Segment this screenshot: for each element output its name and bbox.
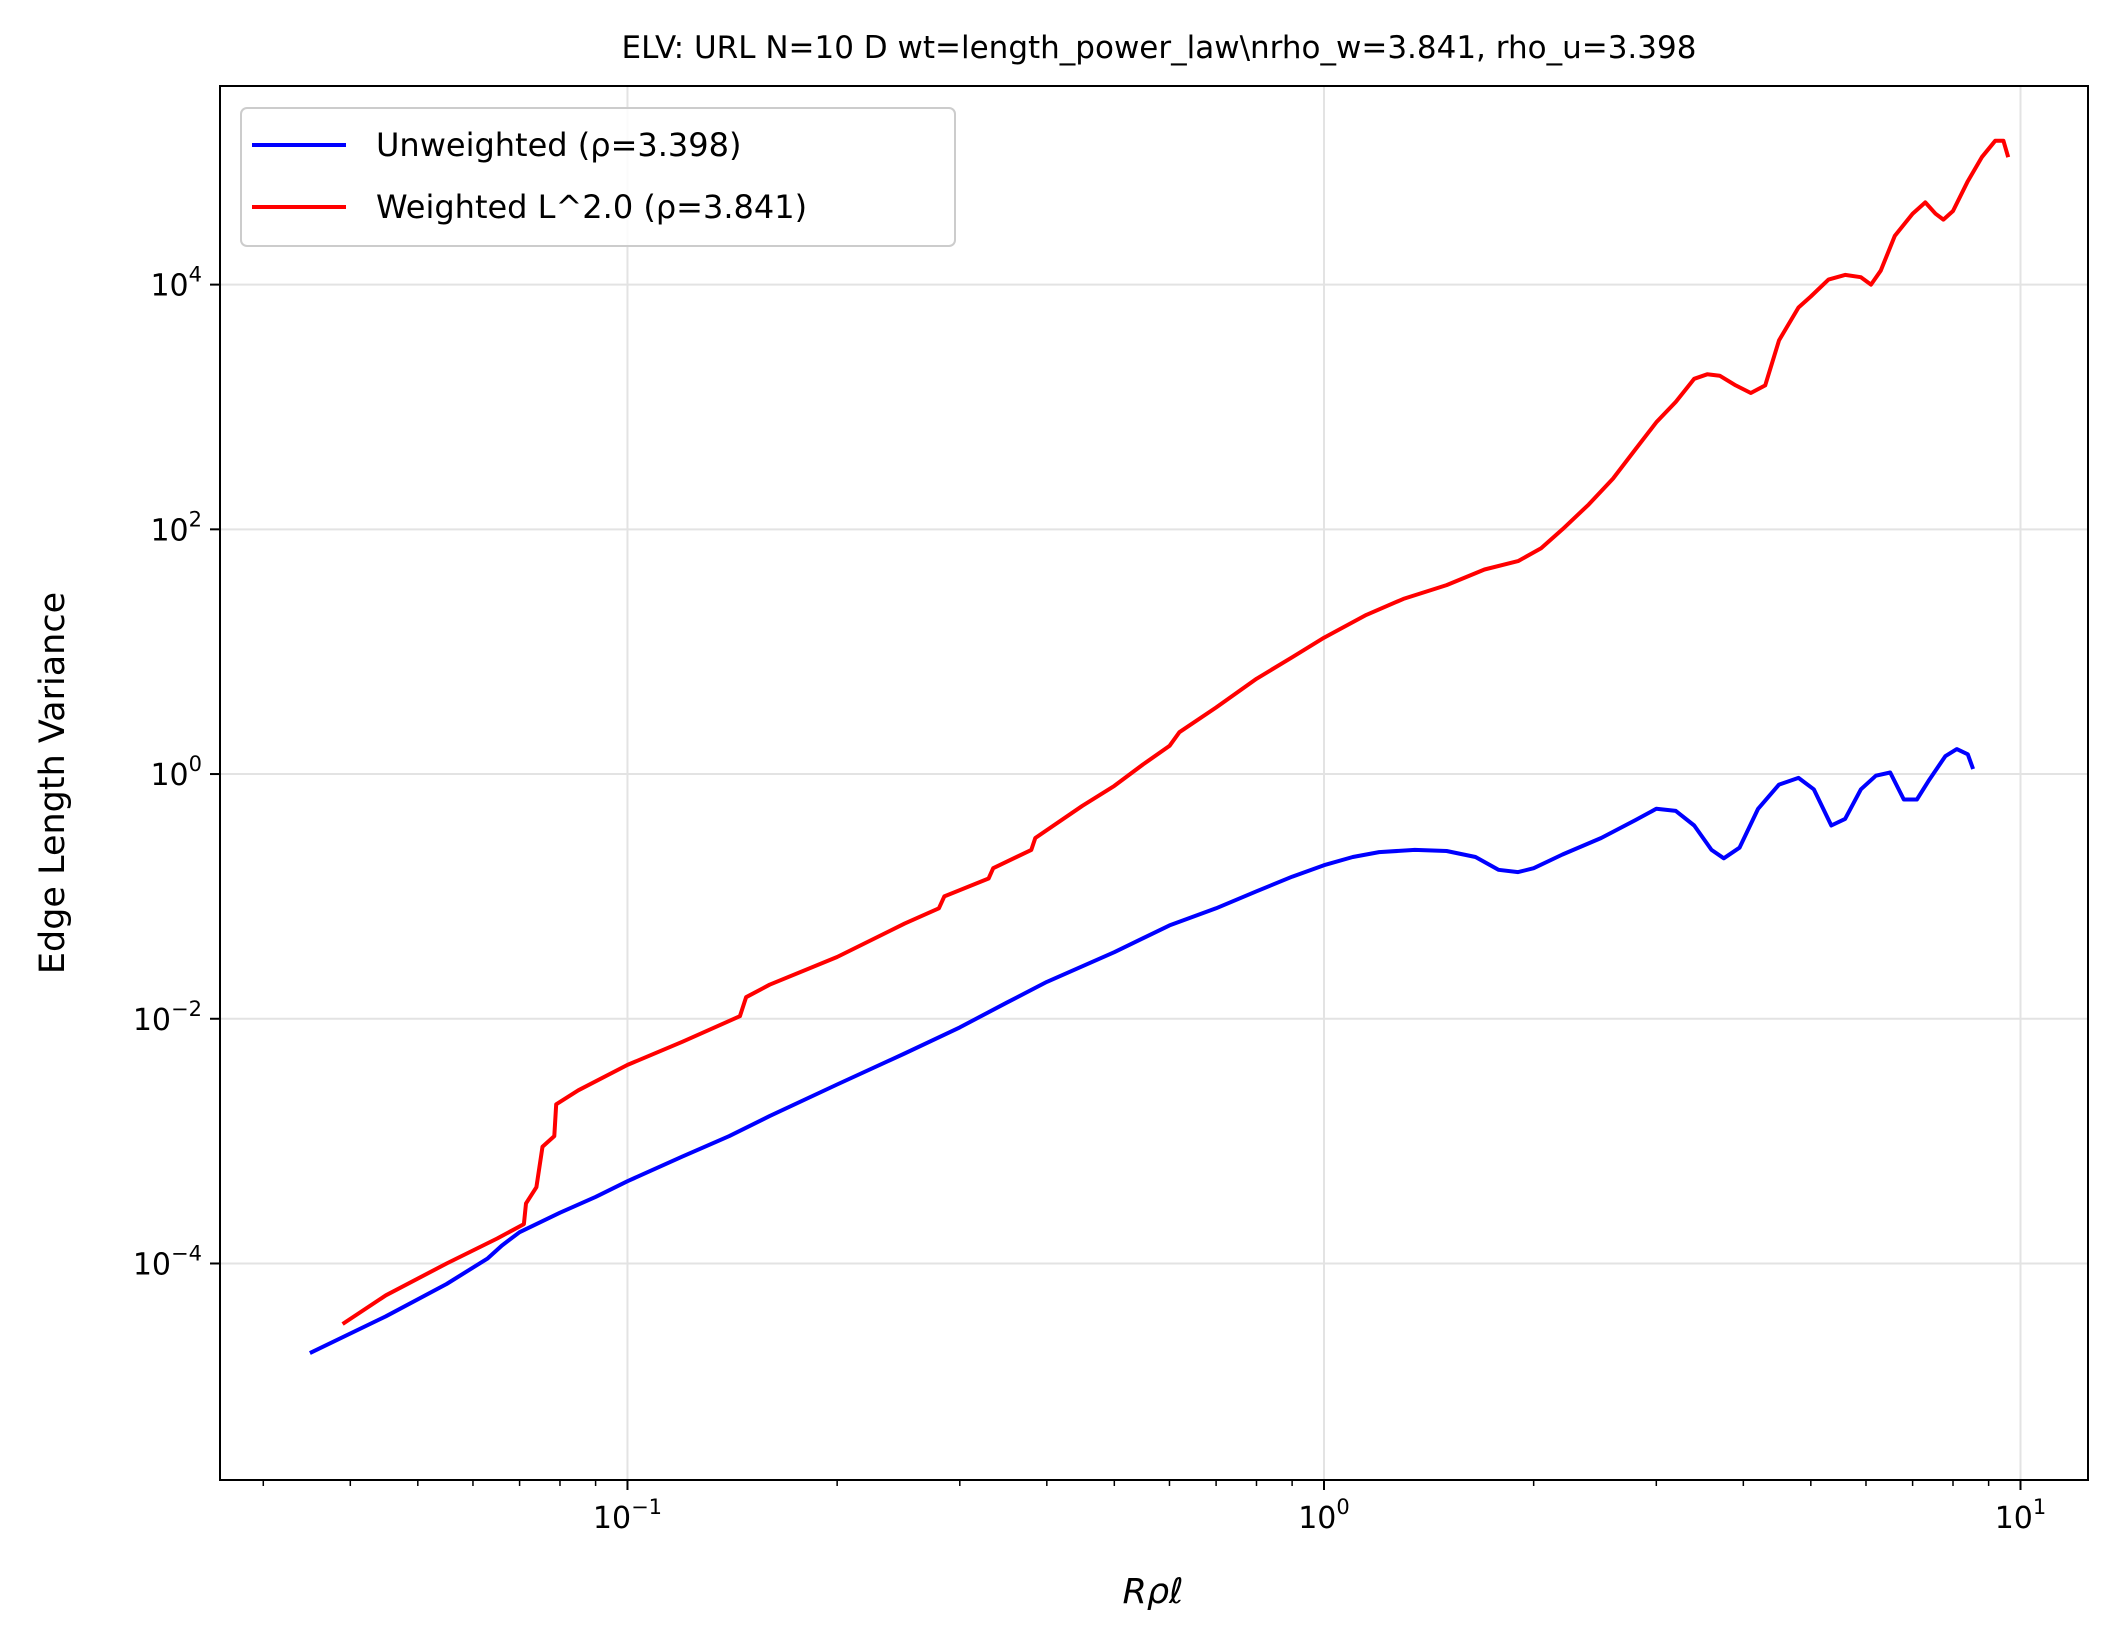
y-tick-label: 10−2	[133, 997, 202, 1038]
legend-label-weighted: Weighted L^2.0 (ρ=3.841)	[376, 188, 807, 226]
x-tick-label: 10−1	[593, 1495, 662, 1536]
grid	[220, 86, 2088, 1480]
y-tick-label: 102	[150, 507, 202, 548]
x-tick-label: 101	[1995, 1495, 2047, 1536]
series-layer	[309, 138, 2011, 1355]
y-tick-label: 10−4	[133, 1241, 202, 1282]
y-tick-label: 104	[150, 263, 202, 304]
series-line-unweighted	[309, 747, 1975, 1355]
x-tick-label: 100	[1298, 1495, 1350, 1536]
legend-label-unweighted: Unweighted (ρ=3.398)	[376, 126, 741, 164]
legend: Unweighted (ρ=3.398) Weighted L^2.0 (ρ=3…	[240, 107, 956, 247]
y-axis-label: Edge Length Variance	[33, 592, 73, 974]
chart-title: ELV: URL N=10 D wt=length_power_law\nrho…	[622, 30, 1697, 66]
plot-frame	[219, 85, 2089, 1481]
x-axis-label: Rρℓ	[1123, 1572, 1184, 1612]
legend-box	[240, 107, 956, 247]
series-line-weighted	[341, 138, 2011, 1326]
x-axis: 10−1 100 101	[262, 1480, 2047, 1536]
y-axis: 10−4 10−2 100 102 104	[133, 263, 220, 1282]
y-tick-label: 100	[150, 752, 202, 793]
plot-area	[219, 85, 2089, 1481]
